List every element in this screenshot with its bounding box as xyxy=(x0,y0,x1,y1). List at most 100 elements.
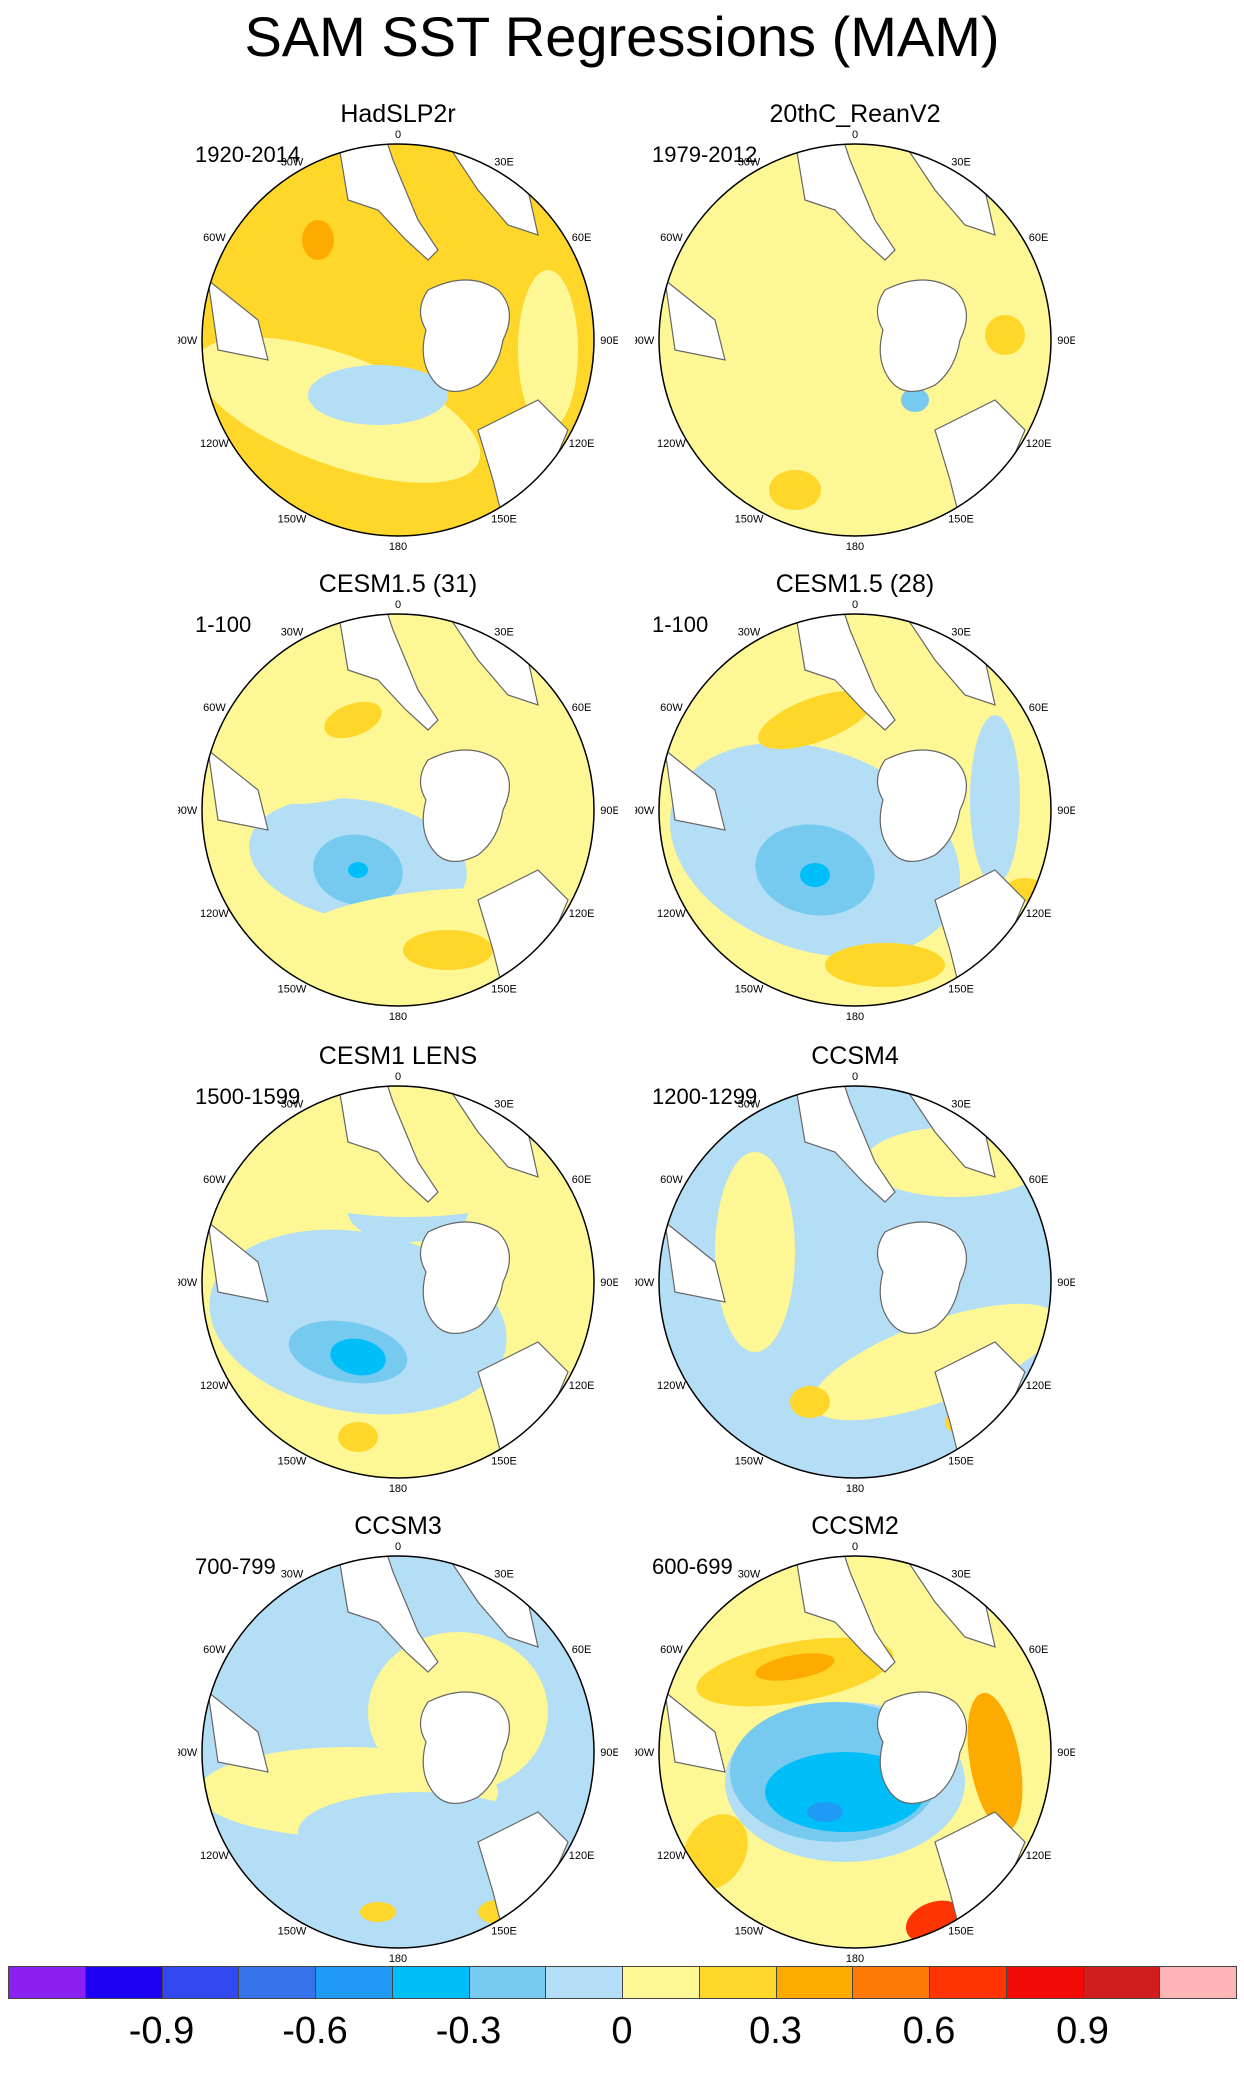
map-boundary xyxy=(201,613,595,1007)
longitude-label: 60W xyxy=(660,232,683,244)
sst-anomaly-region xyxy=(302,220,334,260)
longitude-label: 120W xyxy=(657,1380,686,1392)
colorbar-tick-label: 0.9 xyxy=(1056,2010,1109,2052)
polar-map: 0 30E 60E 90E 120E 150E 180 150W 120W 90W 60W 30W xyxy=(178,599,618,1023)
longitude-label: 180 xyxy=(389,541,407,553)
longitude-label: 150W xyxy=(735,513,764,525)
panel-title: HadSLP2r xyxy=(340,100,456,128)
map-boundary xyxy=(201,143,595,537)
longitude-label: 150E xyxy=(948,513,974,525)
longitude-label: 90E xyxy=(1057,335,1075,347)
map-panel: 0 30E 60E 90E 120E 150E 180 150W 120W 90W 60W 30W CE… xyxy=(178,570,618,1040)
longitude-label: 30E xyxy=(951,627,971,639)
longitude-label: 150E xyxy=(491,1455,517,1467)
longitude-label: 180 xyxy=(846,541,864,553)
colorbar-swatch xyxy=(1082,1966,1161,1999)
longitude-label: 60E xyxy=(572,702,592,714)
longitude-label: 180 xyxy=(846,1953,864,1965)
longitude-label: 120E xyxy=(569,1850,595,1862)
panel-period: 600-699 xyxy=(652,1554,733,1579)
polar-map: 0 30E 60E 90E 120E 150E 180 150W 120W 90W 60W 30W xyxy=(178,1071,618,1495)
sst-anomaly-region xyxy=(518,270,578,430)
longitude-label: 0 xyxy=(395,1071,401,1083)
longitude-label: 0 xyxy=(395,129,401,141)
sst-anomaly-region xyxy=(237,676,449,804)
longitude-label: 30W xyxy=(281,1099,304,1111)
longitude-label: 150E xyxy=(491,513,517,525)
longitude-label: 60E xyxy=(1029,1644,1049,1656)
colorbar-swatch xyxy=(315,1966,393,1999)
longitude-label: 120W xyxy=(200,1850,229,1862)
sst-anomaly-region xyxy=(970,715,1020,885)
map-panel: 0 30E 60E 90E 120E 150E 180 150W 120W 90W 60W 30W CC… xyxy=(178,1512,618,1982)
colorbar-tick-label: -0.6 xyxy=(282,2010,348,2052)
longitude-label: 150W xyxy=(278,1925,307,1937)
land-mass xyxy=(207,1220,269,1303)
longitude-label: 120E xyxy=(569,908,595,920)
colorbar: -0.9 -0.6 -0.3 0 0.3 0.6 0.9 xyxy=(8,1966,1237,2081)
longitude-label: 90E xyxy=(1057,1277,1075,1289)
longitude-label: 90W xyxy=(178,805,198,817)
land-mass xyxy=(337,1086,439,1203)
land-mass xyxy=(419,1691,510,1804)
colorbar-swatch xyxy=(238,1966,316,1999)
longitude-label: 30E xyxy=(951,157,971,169)
land-mass xyxy=(664,748,726,831)
colorbar-swatch xyxy=(698,1966,777,1999)
longitude-label: 90W xyxy=(178,1747,198,1759)
longitude-label: 0 xyxy=(395,1541,401,1553)
longitude-label: 60W xyxy=(660,1644,683,1656)
colorbar-swatch xyxy=(468,1966,547,1999)
longitude-label: 60W xyxy=(203,1174,226,1186)
land-mass xyxy=(794,144,896,261)
longitude-label: 0 xyxy=(852,129,858,141)
polar-map: 0 30E 60E 90E 120E 150E 180 150W 120W 90W 60W 30W xyxy=(178,1541,618,1965)
sst-anomaly-region xyxy=(985,315,1025,355)
longitude-label: 90E xyxy=(600,1747,618,1759)
land-mass xyxy=(664,1690,726,1773)
colorbar-swatch xyxy=(8,1966,86,1999)
longitude-label: 30W xyxy=(281,1569,304,1581)
land-mass xyxy=(876,749,967,862)
map-panel: 0 30E 60E 90E 120E 150E 180 150W 120W 90W 60W 30W CC… xyxy=(635,1512,1075,1982)
panel-period: 1920-2014 xyxy=(195,142,301,167)
sst-anomaly-region xyxy=(324,701,382,739)
map-panel: 0 30E 60E 90E 120E 150E 180 150W 120W 90W 60W 30W CE… xyxy=(178,1042,618,1512)
land-mass xyxy=(794,1086,896,1203)
longitude-label: 150E xyxy=(491,1925,517,1937)
sst-anomaly-region xyxy=(769,470,821,510)
map-boundary xyxy=(658,143,1052,537)
sst-anomaly-region xyxy=(348,862,368,878)
longitude-label: 30W xyxy=(738,1099,761,1111)
panel-title: CCSM3 xyxy=(354,1512,442,1540)
figure-title: SAM SST Regressions (MAM) xyxy=(244,5,1000,68)
longitude-label: 120E xyxy=(1026,1850,1052,1862)
longitude-label: 90W xyxy=(635,1747,655,1759)
panel-period: 1979-2012 xyxy=(652,142,758,167)
longitude-label: 90E xyxy=(600,335,618,347)
polar-map: 0 30E 60E 90E 120E 150E 180 150W 120W 90W 60W 30W xyxy=(635,599,1075,1023)
longitude-label: 150E xyxy=(491,983,517,995)
sst-anomaly-region xyxy=(360,1902,396,1922)
sst-anomaly-region xyxy=(330,1338,386,1376)
longitude-label: 30E xyxy=(951,1569,971,1581)
longitude-label: 90W xyxy=(635,805,655,817)
panel-title: 20thC_ReanV2 xyxy=(769,100,941,128)
sst-anomaly-region xyxy=(308,365,448,425)
sst-anomaly-region xyxy=(790,1386,830,1418)
longitude-label: 90W xyxy=(635,1277,655,1289)
land-mass xyxy=(419,749,510,862)
polar-map: 0 30E 60E 90E 120E 150E 180 150W 120W 90W 60W 30W xyxy=(635,1071,1075,1495)
map-panel: 0 30E 60E 90E 120E 150E 180 150W 120W 90W 60W 30W Ha… xyxy=(178,100,618,570)
longitude-label: 60E xyxy=(572,1174,592,1186)
longitude-label: 180 xyxy=(846,1011,864,1023)
polar-map: 0 30E 60E 90E 120E 150E 180 150W 120W 90W 60W 30W xyxy=(635,1541,1075,1965)
longitude-label: 30E xyxy=(951,1099,971,1111)
longitude-label: 30W xyxy=(738,627,761,639)
longitude-label: 180 xyxy=(389,1953,407,1965)
longitude-label: 30W xyxy=(738,157,761,169)
sst-anomaly-region xyxy=(967,1692,1023,1832)
land-mass xyxy=(207,278,269,361)
sst-anomaly-region xyxy=(233,264,273,316)
longitude-label: 60W xyxy=(203,1644,226,1656)
